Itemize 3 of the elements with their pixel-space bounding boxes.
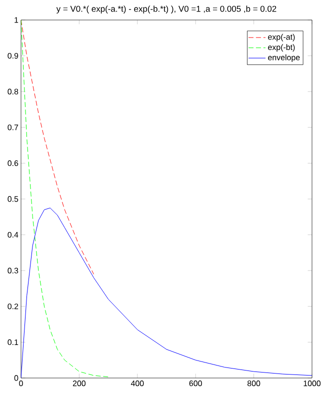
chart-title: y = V0.*( exp(-a.*t) - exp(-b.*t) ), V0 =1 ,a = 0.005 ,b = 0.02 <box>56 6 276 14</box>
line-series <box>21 20 109 378</box>
line-series <box>21 208 312 378</box>
